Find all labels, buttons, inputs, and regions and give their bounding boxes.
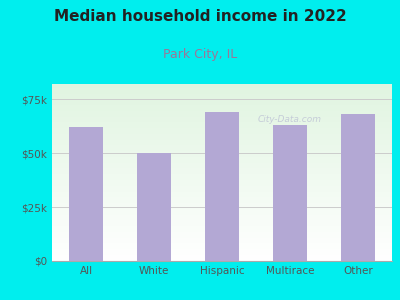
Text: Median household income in 2022: Median household income in 2022: [54, 9, 346, 24]
Bar: [341, 114, 375, 261]
Bar: [273, 125, 307, 261]
Text: City-Data.com: City-Data.com: [258, 115, 322, 124]
Bar: [205, 112, 239, 261]
Bar: [69, 127, 103, 261]
Text: Park City, IL: Park City, IL: [163, 48, 237, 61]
Bar: [137, 153, 171, 261]
